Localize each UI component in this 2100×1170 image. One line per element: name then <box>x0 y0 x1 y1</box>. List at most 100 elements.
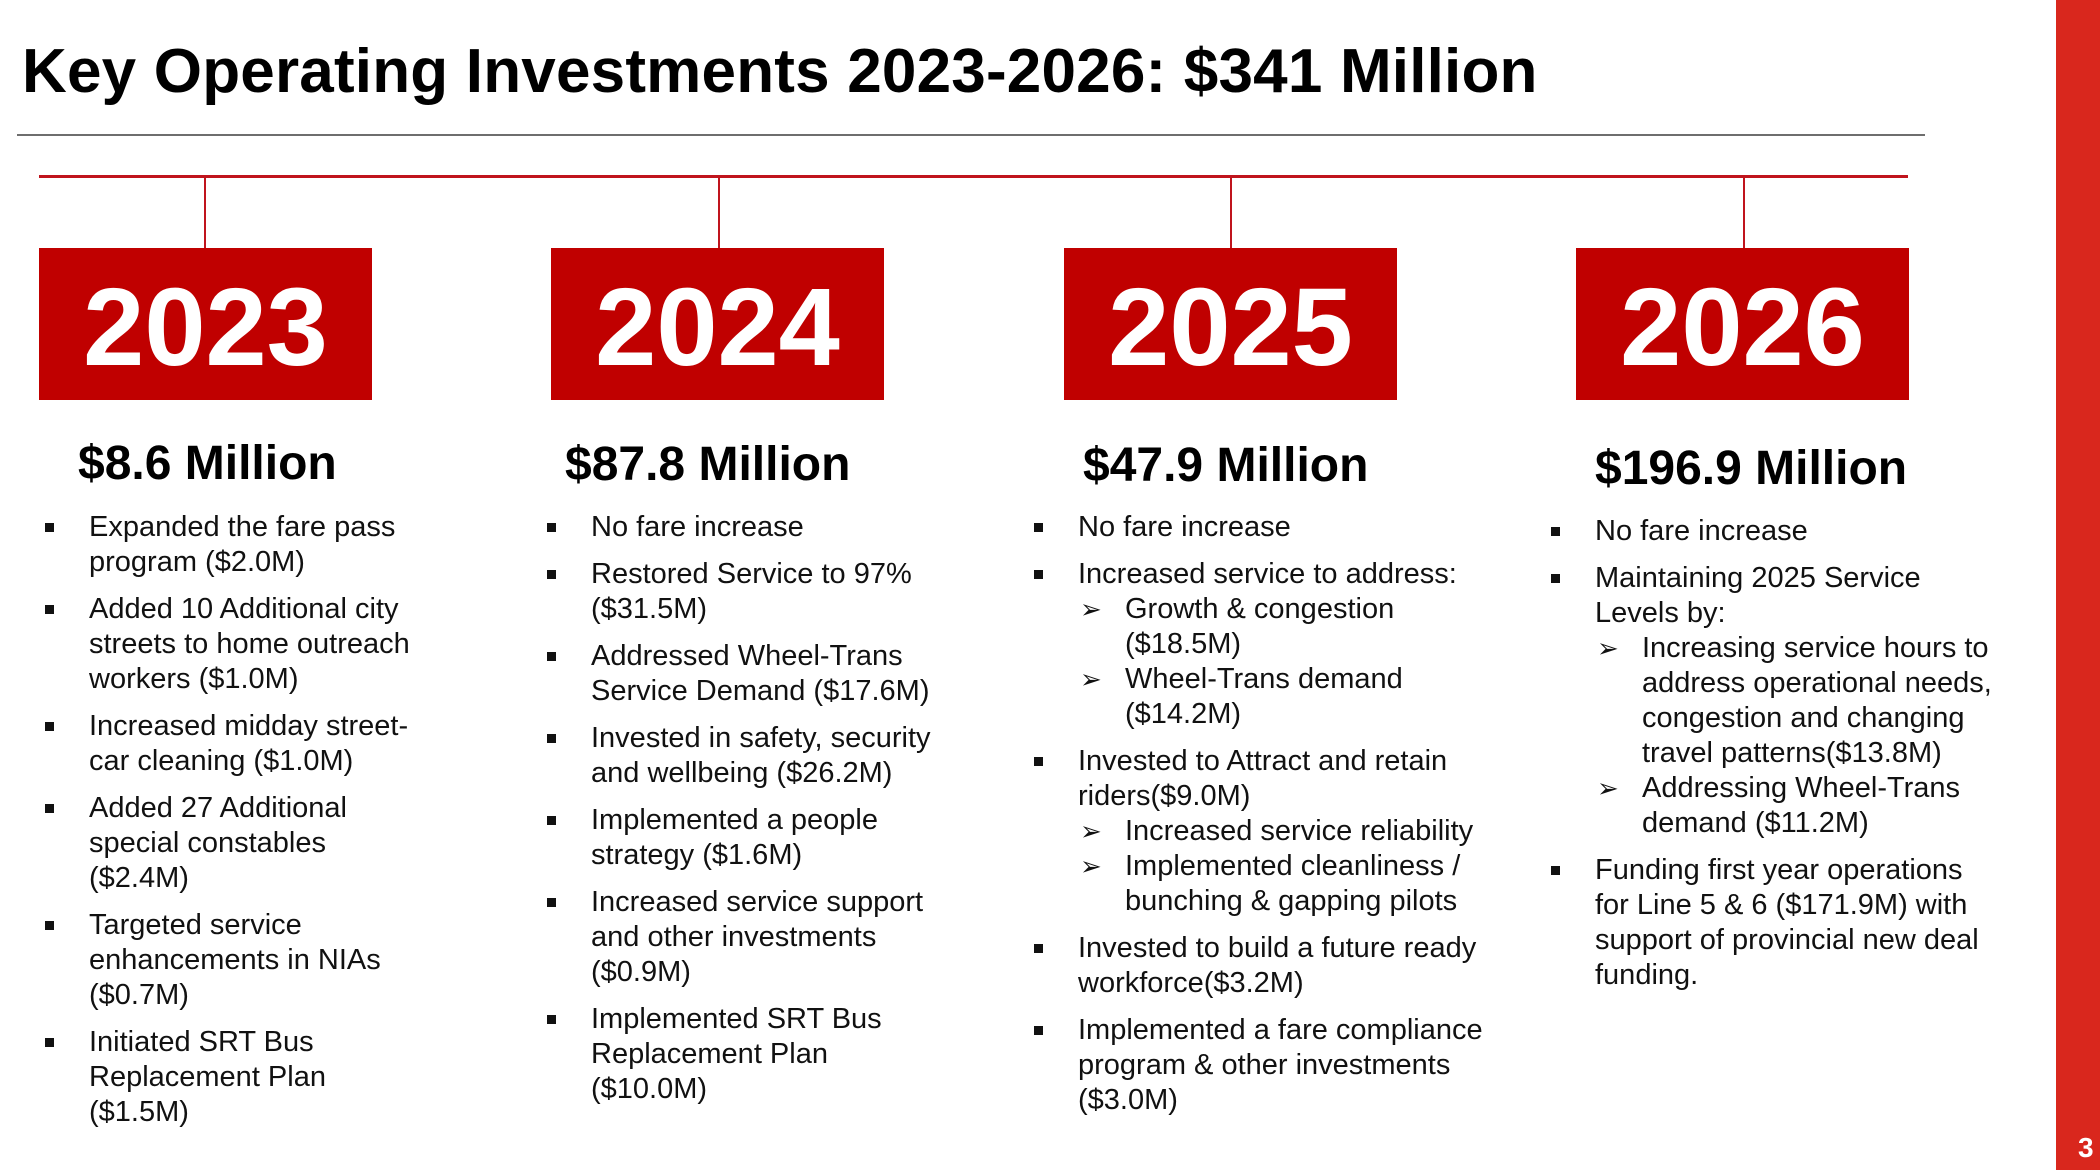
year-box-2025: 2025 <box>1064 248 1397 400</box>
list-item: Increased service to address: ➢ Growth & … <box>1030 557 1500 732</box>
investment-list-2026: No fare increase Maintaining 2025 Servic… <box>1547 514 2002 1005</box>
list-item: Added 10 Additional city streets to home… <box>41 592 431 697</box>
list-item-text: Increased midday street-car cleaning ($1… <box>89 710 409 777</box>
list-item: No fare increase <box>543 510 943 545</box>
list-item-text: Invested to Attract and retain riders($9… <box>1078 745 1448 812</box>
sub-list-item-text: Addressing Wheel-Trans demand ($11.2M) <box>1642 772 1961 839</box>
list-item: Added 27 Additional special constables (… <box>41 791 431 896</box>
sub-list-item-text: Wheel-Trans demand ($14.2M) <box>1125 663 1403 730</box>
list-item-text: No fare increase <box>591 511 804 543</box>
timeline-connector-2026 <box>1743 177 1745 249</box>
arrowhead-bullet-icon: ➢ <box>1080 664 1102 694</box>
investment-list-2024: No fare increase Restored Service to 97%… <box>543 510 943 1119</box>
square-bullet-icon <box>547 898 556 907</box>
list-item-text: Addressed Wheel-Trans Service Demand ($1… <box>591 640 930 707</box>
investment-list-2023: Expanded the fare pass program ($2.0M) A… <box>41 510 431 1142</box>
list-item-text: Increased service support and other inve… <box>591 886 924 988</box>
sub-list-item-text: Growth & congestion ($18.5M) <box>1125 593 1395 660</box>
year-box-2026: 2026 <box>1576 248 1909 400</box>
square-bullet-icon <box>45 722 54 731</box>
square-bullet-icon <box>45 804 54 813</box>
sub-list-item-text: Increasing service hours to address oper… <box>1642 632 1992 769</box>
title-divider <box>17 134 1925 136</box>
list-item: Addressed Wheel-Trans Service Demand ($1… <box>543 639 943 709</box>
list-item-text: No fare increase <box>1595 515 1808 547</box>
list-item-text: Restored Service to 97% ($31.5M) <box>591 558 912 625</box>
square-bullet-icon <box>547 652 556 661</box>
page-title: Key Operating Investments 2023-2026: $34… <box>22 37 1538 106</box>
square-bullet-icon <box>1551 527 1560 536</box>
list-item: No fare increase <box>1030 510 1500 545</box>
list-item-text: Added 27 Additional special constables (… <box>89 792 347 894</box>
list-item-text: Increased service to address: <box>1078 558 1457 590</box>
list-item-text: Funding first year operations for Line 5… <box>1595 854 1979 991</box>
investment-list-2025: No fare increase Increased service to ad… <box>1030 510 1500 1130</box>
list-item-text: Added 10 Additional city streets to home… <box>89 593 410 695</box>
list-item-text: Targeted service enhancements in NIAs ($… <box>89 909 381 1011</box>
arrowhead-bullet-icon: ➢ <box>1080 851 1102 881</box>
list-item: Targeted service enhancements in NIAs ($… <box>41 908 431 1013</box>
list-item: Invested to build a future ready workfor… <box>1030 931 1500 1001</box>
square-bullet-icon <box>1034 757 1043 766</box>
square-bullet-icon <box>45 1038 54 1047</box>
square-bullet-icon <box>1034 1026 1043 1035</box>
list-item: Invested to Attract and retain riders($9… <box>1030 744 1500 919</box>
list-item-text: Implemented SRT Bus Replacement Plan ($1… <box>591 1003 882 1105</box>
list-item: Implemented a people strategy ($1.6M) <box>543 803 943 873</box>
list-item-text: Maintaining 2025 Service Levels by: <box>1595 562 1921 629</box>
list-item: Increased midday street-car cleaning ($1… <box>41 709 431 779</box>
year-box-2023: 2023 <box>39 248 372 400</box>
square-bullet-icon <box>1034 944 1043 953</box>
arrowhead-bullet-icon: ➢ <box>1080 816 1102 846</box>
square-bullet-icon <box>547 816 556 825</box>
timeline-connector-2025 <box>1230 177 1232 249</box>
sub-list-item: ➢ Addressing Wheel-Trans demand ($11.2M) <box>1595 771 2002 841</box>
square-bullet-icon <box>1034 523 1043 532</box>
square-bullet-icon <box>45 605 54 614</box>
list-item-text: Implemented a fare compliance program & … <box>1078 1014 1483 1116</box>
square-bullet-icon <box>1551 574 1560 583</box>
arrowhead-bullet-icon: ➢ <box>1080 594 1102 624</box>
page-number: 3 <box>2078 1132 2094 1163</box>
arrowhead-bullet-icon: ➢ <box>1597 773 1619 803</box>
list-item-text: No fare increase <box>1078 511 1291 543</box>
sub-list-item: ➢ Growth & congestion ($18.5M) <box>1078 592 1500 662</box>
sub-list: ➢ Growth & congestion ($18.5M) ➢ Wheel-Tra… <box>1078 592 1500 732</box>
page-side-stripe <box>2056 0 2100 1170</box>
square-bullet-icon <box>1034 570 1043 579</box>
sub-list-item-text: Increased service reliability <box>1125 815 1474 847</box>
amount-2024: $87.8 Million <box>565 438 851 491</box>
square-bullet-icon <box>547 734 556 743</box>
amount-2023: $8.6 Million <box>78 437 337 490</box>
timeline-connector-2024 <box>718 177 720 249</box>
list-item-text: Invested to build a future ready workfor… <box>1078 932 1477 999</box>
list-item: Invested in safety, security and wellbei… <box>543 721 943 791</box>
list-item: Implemented a fare compliance program & … <box>1030 1013 1500 1118</box>
list-item-text: Initiated SRT Bus Replacement Plan ($1.5… <box>89 1026 326 1128</box>
list-item-text: Invested in safety, security and wellbei… <box>591 722 931 789</box>
square-bullet-icon <box>45 523 54 532</box>
square-bullet-icon <box>45 921 54 930</box>
sub-list-item: ➢ Increased service reliability <box>1078 814 1500 849</box>
sub-list-item: ➢ Wheel-Trans demand ($14.2M) <box>1078 662 1500 732</box>
list-item: Expanded the fare pass program ($2.0M) <box>41 510 431 580</box>
list-item: Initiated SRT Bus Replacement Plan ($1.5… <box>41 1025 431 1130</box>
list-item: Maintaining 2025 Service Levels by: ➢ Inc… <box>1547 561 2002 841</box>
list-item: Increased service support and other inve… <box>543 885 943 990</box>
square-bullet-icon <box>547 570 556 579</box>
timeline-line <box>39 175 1908 178</box>
list-item-text: Implemented a people strategy ($1.6M) <box>591 804 878 871</box>
sub-list-item-text: Implemented cleanliness / bunching & gap… <box>1125 850 1461 917</box>
list-item: Implemented SRT Bus Replacement Plan ($1… <box>543 1002 943 1107</box>
amount-2026: $196.9 Million <box>1595 442 1908 495</box>
sub-list: ➢ Increasing service hours to address ope… <box>1595 631 2002 841</box>
timeline-connector-2023 <box>204 177 206 249</box>
list-item: Funding first year operations for Line 5… <box>1547 853 2002 993</box>
amount-2025: $47.9 Million <box>1083 439 1369 492</box>
sub-list-item: ➢ Increasing service hours to address ope… <box>1595 631 2002 771</box>
list-item-text: Expanded the fare pass program ($2.0M) <box>89 511 396 578</box>
year-box-2024: 2024 <box>551 248 884 400</box>
square-bullet-icon <box>547 523 556 532</box>
list-item: Restored Service to 97% ($31.5M) <box>543 557 943 627</box>
sub-list: ➢ Increased service reliability ➢ Implemen… <box>1078 814 1500 919</box>
